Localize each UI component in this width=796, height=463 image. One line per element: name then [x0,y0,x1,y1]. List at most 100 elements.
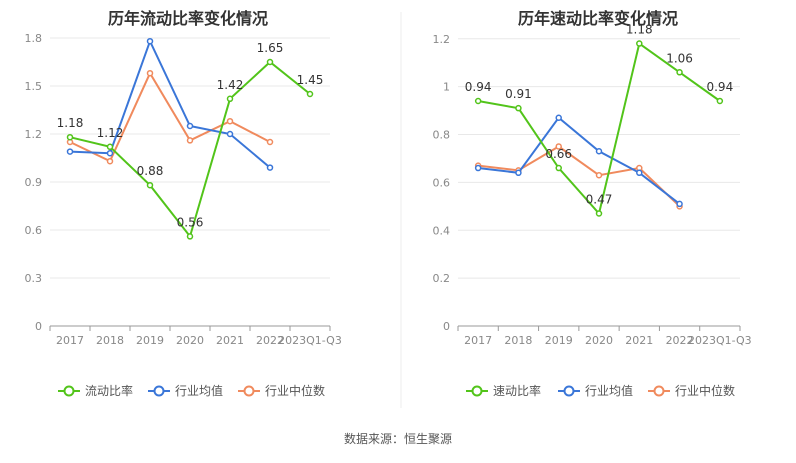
y-tick-label: 1.2 [25,128,43,141]
data-point [66,133,74,141]
data-point [595,148,603,155]
data-point [474,164,482,172]
y-tick-label: 1.8 [25,32,43,45]
data-point [146,69,154,77]
data-point [676,69,683,76]
legend-swatch-marker [471,385,483,397]
data-label: 0.94 [465,80,492,94]
series-line [477,41,721,216]
x-tick-label: 2022 [666,334,694,347]
series-line [69,60,311,239]
data-label: 1.18 [626,23,653,37]
data-point [106,143,114,151]
source-note: 数据来源：恒生聚源 [344,431,452,446]
x-tick-label: 2017 [56,334,84,347]
data-point [186,122,194,130]
data-point [266,138,274,146]
data-point [636,40,643,47]
quick-ratio-chart: 历年速动比率变化情况 0 0.2 0.4 0.6 0.8 1 1.2 2017 2018 2019 2… [433,9,752,398]
series-line [69,71,271,163]
data-point [636,169,643,177]
data-point [595,171,603,179]
data-label: 1.18 [57,116,84,130]
data-point [266,164,274,171]
x-tick-label: 2023Q1-Q3 [278,334,342,347]
data-point [555,164,562,172]
data-label: 0.47 [586,192,613,206]
y-tick-label: 0.6 [433,176,451,189]
data-point [716,97,724,105]
chart-title: 历年速动比率变化情况 [518,9,678,28]
data-point [226,95,234,103]
data-label: 1.12 [97,126,124,140]
y-tick-label: 1.2 [433,33,451,46]
data-label: 0.56 [177,215,204,229]
x-tick-label: 2018 [504,334,532,347]
data-label: 1.45 [297,73,324,87]
legend-label: 行业中位数 [675,383,735,398]
x-tick-label: 2017 [464,334,492,347]
data-label: 0.94 [706,80,733,94]
y-tick-label: 0.3 [25,272,43,285]
legend-label: 速动比率 [493,383,541,398]
data-point [106,149,114,157]
y-tick-label: 0.8 [433,129,451,142]
data-point [595,210,603,217]
x-tick-label: 2021 [216,334,244,347]
legend-swatch-marker [563,385,575,397]
data-label: 1.42 [217,78,244,92]
data-point [555,143,562,150]
x-tick-label: 2023Q1-Q3 [688,334,752,347]
data-point [146,37,154,45]
x-tick-label: 2019 [545,334,573,347]
data-label: 0.91 [505,87,532,101]
data-label: 1.06 [666,51,693,65]
data-point [515,104,522,112]
data-point [106,157,114,165]
data-point [66,148,74,155]
data-point [186,233,194,240]
legend-label: 流动比率 [85,383,133,398]
legend-swatch-marker [153,385,165,397]
legend-label: 行业均值 [585,383,633,398]
y-tick-label: 0.9 [25,176,43,189]
legend-label: 行业中位数 [265,383,325,398]
data-label: 0.66 [545,147,572,161]
x-tick-label: 2019 [136,334,164,347]
data-point [474,97,482,105]
series-line [69,38,271,169]
x-tick-label: 2022 [256,334,284,347]
y-tick-label: 1.5 [25,80,43,93]
legend-swatch-marker [653,385,665,397]
data-point [226,130,234,138]
x-tick-label: 2021 [625,334,653,347]
y-tick-label: 0.6 [25,224,43,237]
data-point [555,114,562,121]
x-tick-label: 2020 [176,334,204,347]
data-point [226,117,234,125]
y-tick-label: 0.2 [433,272,451,285]
legend-swatch-marker [63,385,75,397]
y-tick-label: 1 [443,81,450,94]
x-tick-label: 2020 [585,334,613,347]
series-line [477,116,681,205]
data-point [676,200,683,208]
legend-label: 行业均值 [175,383,223,398]
data-point [306,90,314,98]
x-tick-label: 2018 [96,334,124,347]
series-line [477,145,681,208]
y-tick-label: 0 [443,320,450,333]
legend-swatch-marker [243,385,255,397]
data-label: 0.88 [137,164,164,178]
data-point [146,181,154,189]
data-point [515,169,522,177]
data-point [186,137,194,144]
data-label: 1.65 [257,41,284,55]
current-ratio-chart: 历年流动比率变化情况 0 0.3 0.6 0.9 1.2 1.5 1.8 2017 2018 201… [25,9,342,398]
chart-title: 历年流动比率变化情况 [108,9,268,28]
y-tick-label: 0.4 [433,224,451,237]
data-point [266,58,274,66]
y-tick-label: 0 [35,320,42,333]
